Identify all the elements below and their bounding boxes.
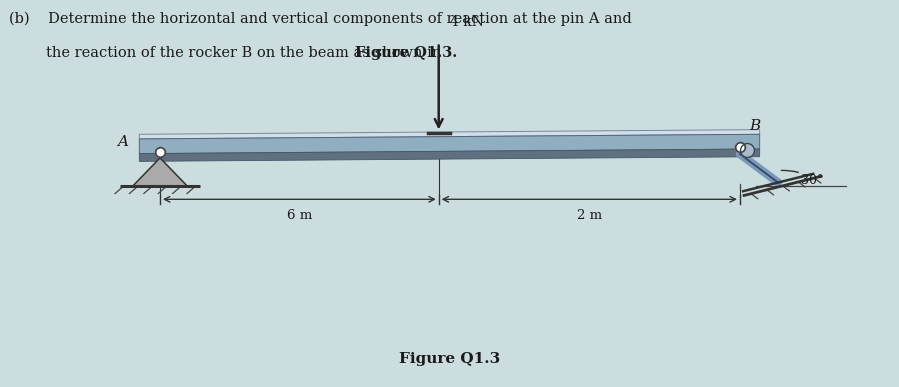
Text: A: A: [117, 135, 128, 149]
Text: 6 m: 6 m: [287, 209, 312, 222]
Text: the reaction of the rocker B on the beam as shown in: the reaction of the rocker B on the beam…: [9, 46, 446, 60]
Text: 4 kN: 4 kN: [450, 15, 485, 29]
Text: Figure Q1.3.: Figure Q1.3.: [355, 46, 458, 60]
Text: Figure Q1.3: Figure Q1.3: [399, 352, 500, 366]
Polygon shape: [133, 158, 187, 186]
Polygon shape: [139, 134, 760, 154]
Text: (b)    Determine the horizontal and vertical components of reaction at the pin A: (b) Determine the horizontal and vertica…: [9, 12, 632, 26]
Text: 2 m: 2 m: [577, 209, 601, 222]
Text: 30°: 30°: [800, 174, 823, 187]
Polygon shape: [139, 130, 760, 139]
Polygon shape: [139, 149, 760, 161]
Text: B: B: [749, 119, 761, 133]
